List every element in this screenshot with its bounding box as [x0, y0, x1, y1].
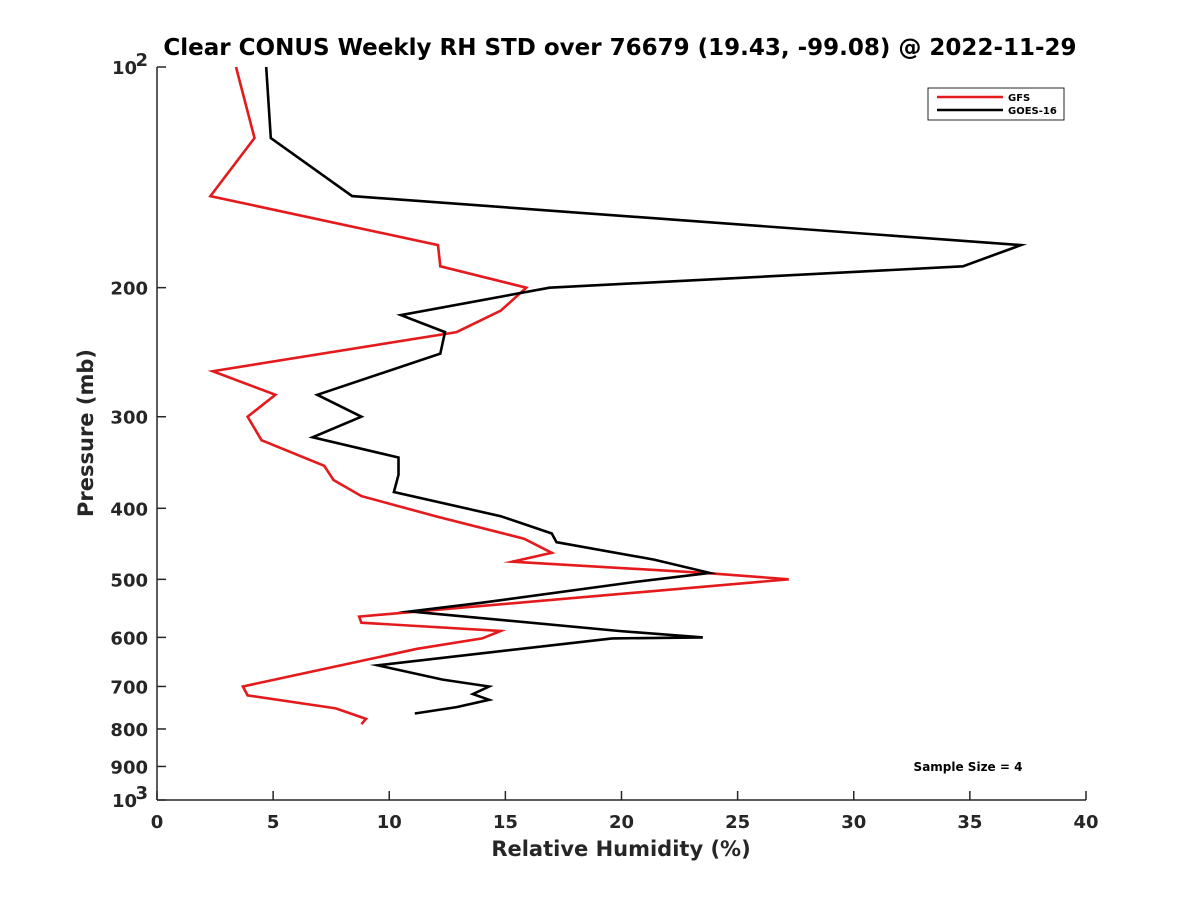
x-tick-label: 40: [1073, 812, 1098, 833]
legend: GFS GOES-16: [927, 87, 1065, 121]
x-tick-label: 35: [957, 812, 982, 833]
x-tick-label: 25: [725, 812, 750, 833]
y-tick-label: 500: [110, 570, 148, 591]
y-axis-label: Pressure (mb): [74, 349, 98, 517]
chart-title: Clear CONUS Weekly RH STD over 76679 (19…: [163, 35, 1076, 61]
legend-box: [927, 87, 1065, 121]
x-tick-label: 30: [841, 812, 866, 833]
legend-label-goes16: GOES-16: [1008, 106, 1057, 117]
series-line-goes16: [264, 66, 1028, 715]
y-tick-exponent: 3: [135, 783, 148, 804]
x-tick-label: 10: [377, 812, 402, 833]
x-ticks: 0 5 10 15 20 25 30 35 40: [151, 791, 1099, 833]
y-tick-label: 300: [110, 408, 148, 429]
y-tick-label: 700: [110, 677, 148, 698]
series-layer: [207, 66, 1028, 726]
x-tick-label: 20: [609, 812, 634, 833]
y-tick-label: 10: [112, 58, 137, 79]
x-tick-label: 0: [151, 812, 164, 833]
sample-size-annotation: Sample Size = 4: [914, 760, 1023, 774]
series-line-gfs: [207, 66, 789, 726]
x-axis-label: Relative Humidity (%): [491, 837, 750, 861]
legend-label-gfs: GFS: [1008, 93, 1030, 104]
plot-area: [157, 67, 1086, 800]
y-tick-label: 200: [110, 279, 148, 300]
y-tick-label: 900: [110, 757, 148, 778]
y-tick-exponent: 2: [135, 50, 148, 71]
x-tick-label: 5: [267, 812, 280, 833]
y-tick-label: 10: [112, 791, 137, 812]
y-tick-label: 800: [110, 720, 148, 741]
x-tick-label: 15: [493, 812, 518, 833]
y-tick-label: 400: [110, 499, 148, 520]
y-tick-label: 600: [110, 628, 148, 649]
